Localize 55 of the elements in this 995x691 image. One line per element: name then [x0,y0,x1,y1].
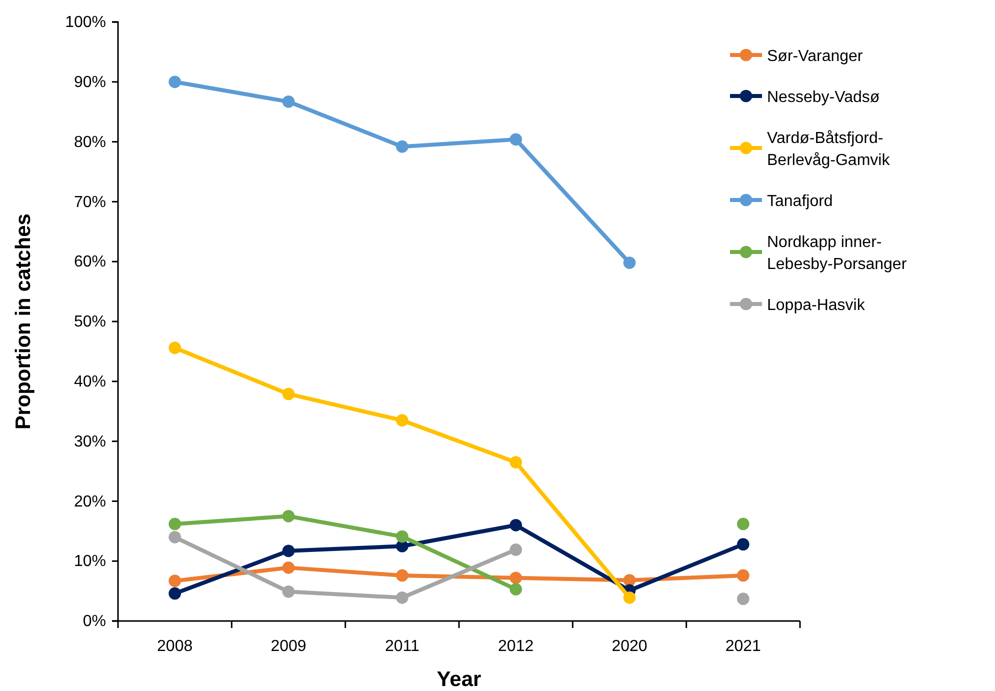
x-tick-label: 2008 [157,638,193,655]
point [282,388,295,400]
point [168,530,182,544]
legend-label: Vardø-Båtsfjord-Berlevåg-Gamvik [767,130,891,169]
legend-label: Tanafjord [767,193,833,210]
point [282,544,295,558]
x-tick-label: 2020 [612,638,648,655]
point [510,456,522,468]
y-tick-label: 100% [65,14,106,32]
y-tick-label: 90% [74,74,106,92]
x-tick-label: 2009 [270,638,306,655]
point [396,414,408,427]
legend-label: Nordkapp inner-Lebesby-Porsanger [767,234,908,273]
y-tick-label: 10% [74,553,106,570]
point [736,592,750,606]
point [282,510,295,522]
point [396,591,408,604]
y-tick-label: 60% [74,254,106,271]
point [396,569,408,582]
y-tick-label: 0% [82,613,106,630]
point [510,518,522,532]
x-axis-title: Year [436,668,482,691]
point [282,585,295,598]
y-tick-label: 50% [74,314,106,331]
legend-label: Loppa-Hasvik [767,297,866,314]
point [510,583,522,596]
legend-label: Nesseby-Vadsø [767,89,880,106]
point [510,544,522,556]
x-tick-label: 2012 [498,638,534,655]
point [623,574,636,586]
point [168,76,182,88]
point [510,572,522,584]
y-tick-label: 30% [74,433,106,450]
x-tick-label: 2011 [384,638,420,655]
point [282,96,295,108]
point [623,256,636,269]
point [168,587,182,600]
legend-label: Sør-Varanger [767,48,864,65]
point [396,140,408,153]
point [396,530,408,543]
point [168,574,182,588]
point [168,342,182,354]
point [510,133,522,146]
point [736,518,750,530]
x-tick-label: 2021 [725,638,762,655]
point [168,518,182,530]
y-axis-title: Proportion in catches [12,214,35,430]
y-tick-label: 20% [74,493,106,510]
y-tick-label: 80% [74,134,106,151]
y-tick-label: 40% [74,374,106,391]
y-tick-label: 70% [74,194,106,211]
point [623,591,636,604]
point [282,562,295,574]
point [736,538,750,550]
point [736,569,750,582]
